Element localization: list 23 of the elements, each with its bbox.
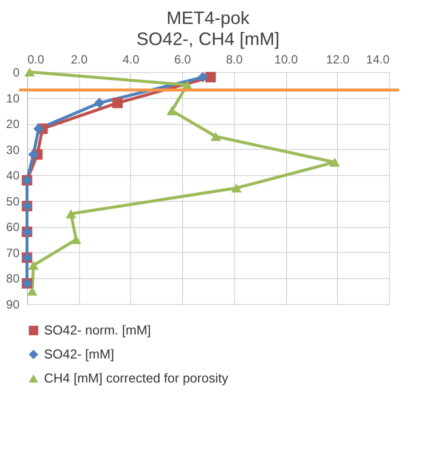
y-tick-label: 80 [6,272,20,286]
y-tick-label: 20 [6,117,20,132]
chart-title: MET4-pok [166,8,251,28]
y-tick-label: 40 [6,168,20,183]
y-tick-label: 10 [6,91,20,106]
y-tick-label: 30 [6,142,20,157]
y-tick-label: 70 [6,246,20,260]
x-tick-label: 14.0 [366,52,390,66]
x-tick-label: 10.0 [274,52,298,66]
x-tick-label: 2.0 [70,52,88,66]
legend-label: CH4 [mM] corrected for porosity [44,370,229,386]
x-tick-label: 8.0 [226,52,244,66]
chart-subtitle: SO42-, CH4 [mM] [136,29,280,49]
x-tick-label: 4.0 [122,52,140,66]
y-tick-label: 0 [12,66,20,80]
x-tick-label: 6.0 [174,52,192,66]
legend-label: SO42- [mM] [44,346,114,362]
y-tick-label: 50 [6,194,20,208]
x-tick-label: 12.0 [326,52,350,66]
x-tick-label: 0.0 [28,52,45,66]
legend-label: SO42- norm. [mM] [44,322,151,338]
y-tick-label: 60 [6,220,20,234]
y-tick-label: 90 [6,298,20,312]
